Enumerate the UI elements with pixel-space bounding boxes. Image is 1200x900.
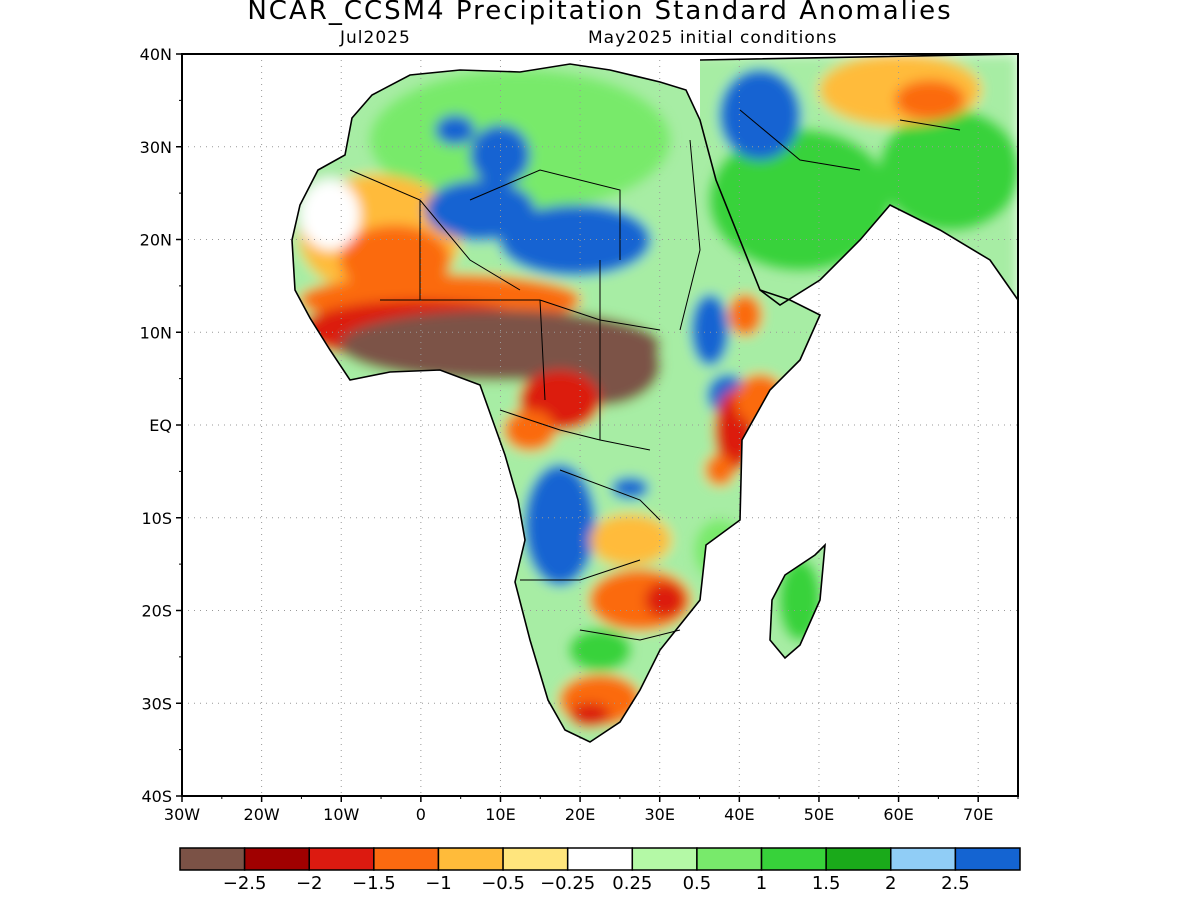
colorbar-swatch [760, 847, 827, 871]
colorbar-label: 0.5 [683, 873, 712, 894]
lat-tick-label: 10N [140, 323, 172, 342]
colorbar-swatch [566, 847, 634, 871]
graticule [182, 54, 1018, 796]
lon-tick-label: 40E [724, 805, 754, 824]
colorbar-label: 2.5 [941, 873, 970, 894]
lat-tick-label: EQ [149, 416, 172, 435]
lon-tick-label: 30E [644, 805, 674, 824]
lat-tick-label: 20N [140, 231, 172, 250]
colorbar-label: −1 [425, 873, 452, 894]
lon-tick-label: 10W [323, 805, 359, 824]
lon-tick-label: 60E [883, 805, 913, 824]
lat-tick-label: 10S [141, 509, 172, 528]
map-title: NCAR_CCSM4 Precipitation Standard Anomal… [247, 0, 953, 26]
colorbar-labels: −2.5 −2 −1.5 −1 −0.5 −0.25 0.25 0.5 1 1.5 2 2.5 [223, 873, 970, 894]
lon-tick-label: 20W [244, 805, 280, 824]
colorbar-swatch [437, 847, 504, 871]
initial-conditions: May2025 initial conditions [588, 28, 838, 48]
lat-tick-label: 30N [140, 138, 172, 157]
lon-tick-label: 50E [804, 805, 834, 824]
country-borders [349, 109, 961, 641]
colorbar-label: −0.25 [540, 873, 595, 894]
lat-tick-label: 30S [141, 694, 172, 713]
colorbar [179, 847, 1021, 871]
colorbar-swatch [631, 847, 698, 871]
longitude-axis: 30W 20W 10W 0 10E 20E 30E 40E 50E 60E 70E [164, 796, 1019, 824]
colorbar-label: 2 [885, 873, 896, 894]
lon-tick-label: 0 [416, 805, 426, 824]
lon-tick-label: 30W [164, 805, 200, 824]
colorbar-swatch [890, 847, 957, 871]
colorbar-label: −2 [296, 873, 323, 894]
colorbar-swatch [373, 847, 440, 871]
forecast-month: Jul2025 [340, 28, 411, 48]
colorbar-label: 1.5 [812, 873, 841, 894]
latitude-axis: 40N 30N 20N 10N EQ 10S 20S 30S 40S [140, 45, 182, 806]
colorbar-label: −1.5 [352, 873, 396, 894]
lat-tick-label: 20S [141, 602, 172, 621]
colorbar-label: 0.25 [612, 873, 652, 894]
colorbar-swatch [502, 847, 569, 871]
lon-tick-label: 70E [963, 805, 993, 824]
colorbar-swatch [954, 847, 1021, 871]
colorbar-label: −0.5 [481, 873, 525, 894]
lon-tick-label: 20E [565, 805, 595, 824]
colorbar-swatch [179, 847, 246, 871]
colorbar-label: −2.5 [223, 873, 267, 894]
colorbar-swatch [825, 847, 892, 871]
lat-tick-label: 40N [140, 45, 172, 64]
lat-tick-label: 40S [141, 787, 172, 806]
colorbar-swatch [308, 847, 375, 871]
colorbar-swatch [243, 847, 310, 871]
colorbar-label: 1 [756, 873, 767, 894]
colorbar-swatch [696, 847, 763, 871]
lon-tick-label: 10E [485, 805, 515, 824]
